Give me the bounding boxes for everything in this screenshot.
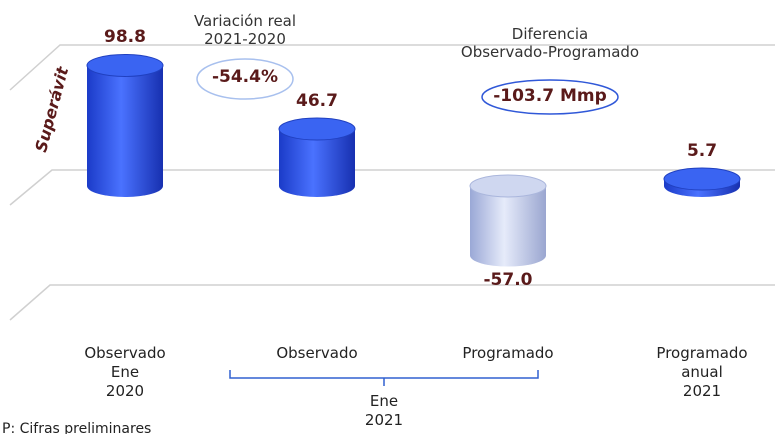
x-tick-label: Observado bbox=[276, 344, 358, 362]
value-label: 98.8 bbox=[104, 27, 146, 48]
group-label: Ene 2021 bbox=[364, 392, 404, 429]
x-tick-label: Programado anual 2021 bbox=[656, 344, 748, 400]
value-label: -57.0 bbox=[483, 269, 533, 290]
bar-top bbox=[663, 167, 741, 191]
value-label: 5.7 bbox=[686, 141, 718, 162]
annotation-ellipse bbox=[481, 79, 619, 115]
annotation: Variación real 2021-2020 bbox=[193, 12, 297, 48]
value-label: 46.7 bbox=[296, 91, 338, 112]
footnote: P: Cifras preliminares bbox=[2, 421, 152, 434]
floor-lines bbox=[9, 44, 775, 321]
annotation-value: -103.7 Mmp bbox=[493, 86, 607, 106]
group-bracket bbox=[229, 370, 539, 386]
x-tick-label: Observado Ene 2020 bbox=[84, 344, 166, 400]
annotation: Diferencia Observado-Programado bbox=[460, 25, 640, 61]
annotation-value: -54.4% bbox=[211, 67, 279, 87]
x-tick-label: Programado bbox=[462, 344, 554, 362]
annotation-ellipse bbox=[196, 58, 294, 100]
bar bbox=[87, 65, 163, 186]
bar bbox=[470, 186, 546, 256]
bar-top bbox=[278, 117, 356, 141]
bar-top bbox=[469, 174, 547, 198]
bar-top bbox=[86, 53, 164, 77]
